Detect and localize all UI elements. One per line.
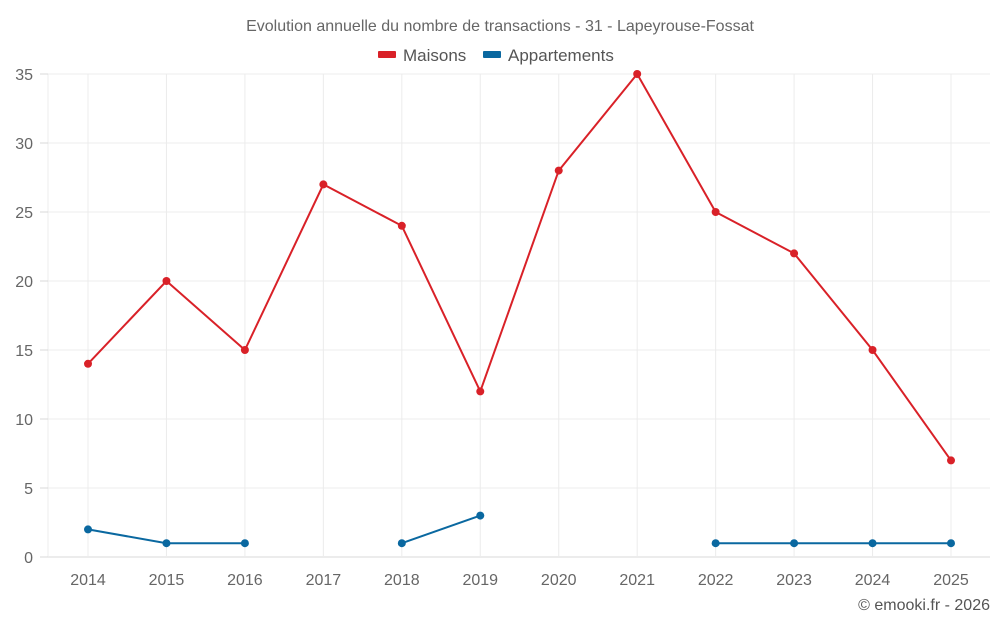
y-tick-label: 35 — [15, 67, 33, 84]
series-appartements — [84, 511, 955, 548]
x-tick-label: 2021 — [619, 572, 655, 589]
y-tick-label: 20 — [15, 274, 33, 291]
series-line — [87, 72, 952, 461]
grid — [47, 73, 990, 558]
data-point — [476, 387, 485, 396]
data-point — [790, 249, 799, 258]
legend-item-appartements: Appartements — [483, 46, 614, 65]
x-tick-label: 2018 — [384, 572, 420, 589]
data-point — [868, 346, 877, 354]
data-point — [319, 180, 328, 189]
legend-label: Appartements — [508, 46, 614, 65]
legend-swatch — [378, 51, 396, 58]
legend-swatch — [483, 51, 501, 58]
data-point — [711, 208, 720, 216]
x-tick-label: 2016 — [227, 572, 263, 589]
data-point — [240, 539, 249, 548]
x-tick-label: 2014 — [70, 572, 106, 589]
y-tick-label: 30 — [15, 136, 33, 153]
series-line — [401, 514, 481, 545]
data-point — [162, 539, 171, 548]
data-point — [947, 456, 955, 465]
x-tick-label: 2015 — [149, 572, 185, 589]
data-point — [554, 166, 563, 175]
y-tick-label: 25 — [15, 205, 33, 222]
data-point — [790, 539, 799, 548]
y-axis: 0 5 10 15 20 25 30 35 — [15, 67, 48, 567]
x-tick-label: 2023 — [776, 572, 812, 589]
x-tick-label: 2017 — [306, 572, 342, 589]
x-tick-label: 2025 — [933, 572, 969, 589]
x-tick-label: 2024 — [855, 572, 891, 589]
x-tick-label: 2019 — [462, 572, 498, 589]
chart-title: Evolution annuelle du nombre de transact… — [246, 18, 754, 35]
data-point — [397, 539, 406, 548]
data-point — [633, 70, 642, 78]
series-maisons — [84, 70, 955, 465]
data-point — [84, 525, 92, 534]
y-tick-label: 5 — [24, 481, 33, 498]
data-point — [84, 359, 92, 368]
data-point — [240, 346, 249, 354]
x-tick-label: 2022 — [698, 572, 734, 589]
x-axis: 2014 2015 2016 2017 2018 2019 2020 2021 2022 2023… — [70, 572, 969, 589]
data-point — [476, 511, 485, 520]
data-point — [711, 539, 720, 548]
legend: Maisons Appartements — [378, 46, 614, 65]
y-tick-label: 15 — [15, 343, 33, 360]
x-tick-label: 2020 — [541, 572, 577, 589]
data-point — [162, 277, 171, 285]
series-group — [84, 70, 955, 548]
credit: © emooki.fr - 2026 — [858, 597, 990, 614]
data-point — [868, 539, 877, 548]
data-point — [397, 221, 406, 230]
data-point — [947, 539, 955, 548]
legend-label: Maisons — [403, 46, 466, 65]
y-tick-label: 0 — [24, 550, 33, 567]
legend-item-maisons: Maisons — [378, 46, 466, 65]
y-tick-label: 10 — [15, 412, 33, 429]
